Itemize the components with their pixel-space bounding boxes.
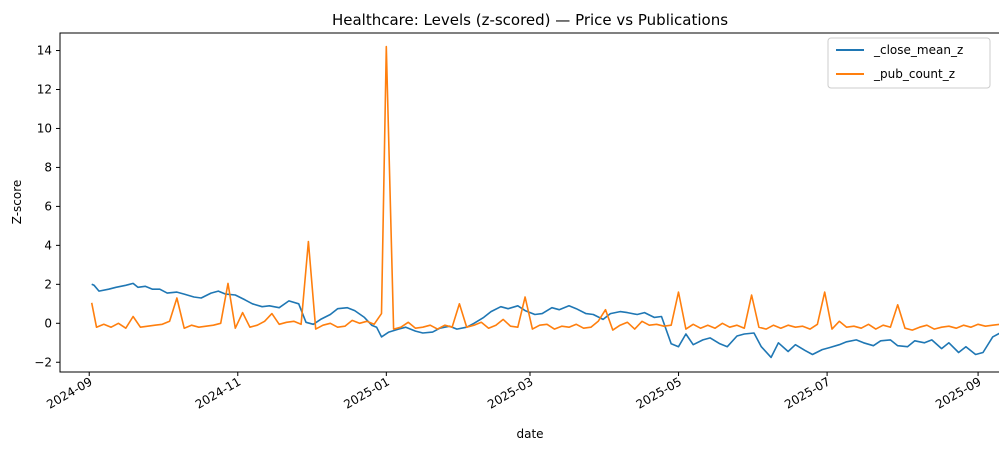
x-tick-label: 2024-11 [193,374,243,411]
x-tick-label: 2025-09 [933,374,983,411]
y-tick-label: 0 [44,316,52,330]
series-lines [90,45,999,359]
chart-title: Healthcare: Levels (z-scored) — Price vs… [332,11,728,29]
series-line-pub-count [90,45,999,331]
y-tick-label: 2 [44,277,52,291]
y-tick-label: 10 [37,121,52,135]
plot-frame [59,32,999,373]
y-axis-ticks: −2 0 2 4 6 8 10 12 14 [34,44,60,369]
series-line-close-mean [91,282,999,359]
y-tick-label: 8 [44,160,52,174]
x-tick-label: 2025-05 [634,374,684,411]
legend-label-close-mean: _close_mean_z [873,43,963,57]
legend-box [827,37,991,89]
x-tick-label: 2024-09 [44,374,94,411]
y-tick-label: 4 [44,238,52,252]
y-tick-label: 14 [37,44,52,58]
x-tick-label: 2025-01 [341,374,391,411]
x-tick-label: 2025-07 [782,374,832,411]
x-tick-label: 2025-03 [485,374,535,411]
y-tick-label: 12 [37,83,52,97]
legend-label-pub-count: _pub_count_z [873,67,955,81]
y-tick-label: −2 [34,355,52,369]
y-axis-label: Z-score [10,180,24,225]
x-axis-label: date [516,427,543,441]
y-tick-label: 6 [44,199,52,213]
x-axis-ticks: 2024-09 2024-11 2025-01 2025-03 2025-05 2025-… [44,372,984,412]
legend: _close_mean_z _pub_count_z [827,37,991,89]
